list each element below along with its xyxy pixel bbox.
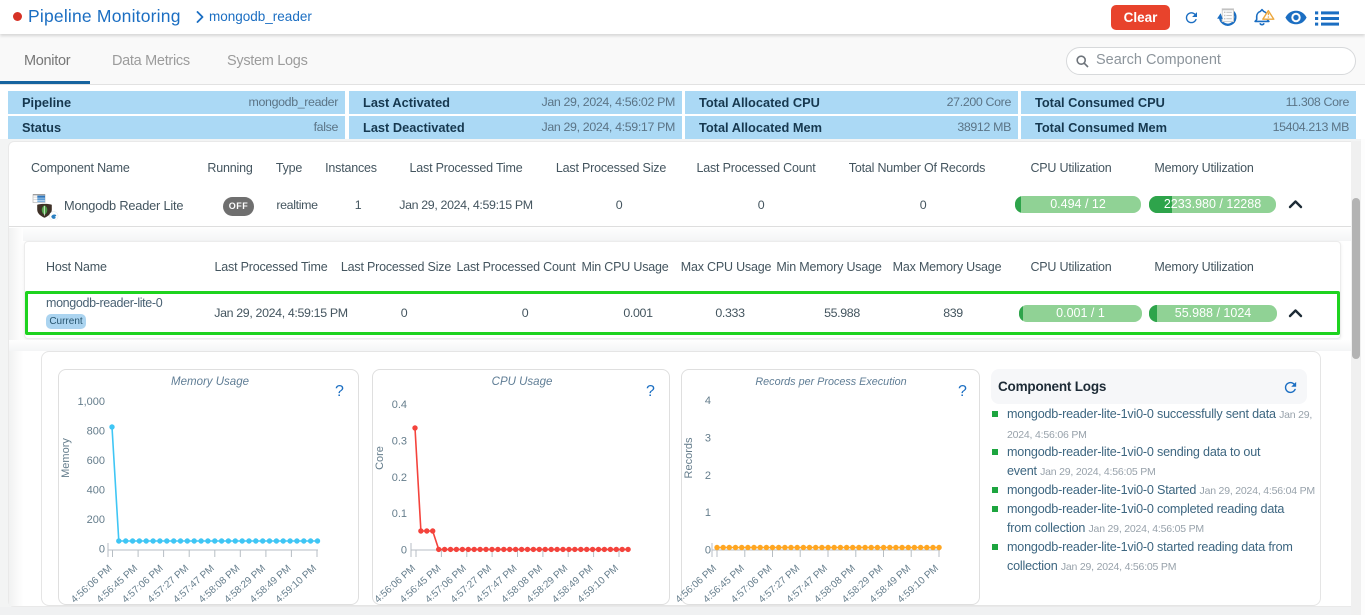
svg-text:0: 0 — [705, 544, 711, 556]
svg-text:0.3: 0.3 — [392, 435, 407, 447]
svg-text:400: 400 — [87, 485, 105, 497]
svg-text:?: ? — [958, 383, 967, 400]
svg-text:0: 0 — [401, 544, 407, 556]
svg-text:?: ? — [335, 383, 344, 400]
svg-text:Memory: Memory — [60, 438, 72, 478]
svg-text:CPU Usage: CPU Usage — [492, 376, 553, 388]
svg-text:4: 4 — [705, 395, 711, 407]
svg-text:800: 800 — [87, 426, 105, 438]
svg-text:1: 1 — [705, 507, 711, 519]
svg-text:600: 600 — [87, 455, 105, 467]
svg-text:1,000: 1,000 — [77, 396, 105, 408]
svg-text:3: 3 — [705, 433, 711, 445]
svg-text:0.4: 0.4 — [392, 399, 407, 411]
svg-text:Memory Usage: Memory Usage — [171, 376, 249, 388]
svg-text:?: ? — [646, 383, 655, 400]
svg-text:0: 0 — [99, 544, 105, 556]
svg-text:2: 2 — [705, 470, 711, 482]
svg-text:Records per Process Execution: Records per Process Execution — [755, 376, 906, 388]
svg-text:Core: Core — [374, 446, 386, 470]
svg-text:0.1: 0.1 — [392, 508, 407, 520]
svg-text:Records: Records — [683, 437, 695, 478]
svg-text:0.2: 0.2 — [392, 472, 407, 484]
svg-text:200: 200 — [87, 514, 105, 526]
